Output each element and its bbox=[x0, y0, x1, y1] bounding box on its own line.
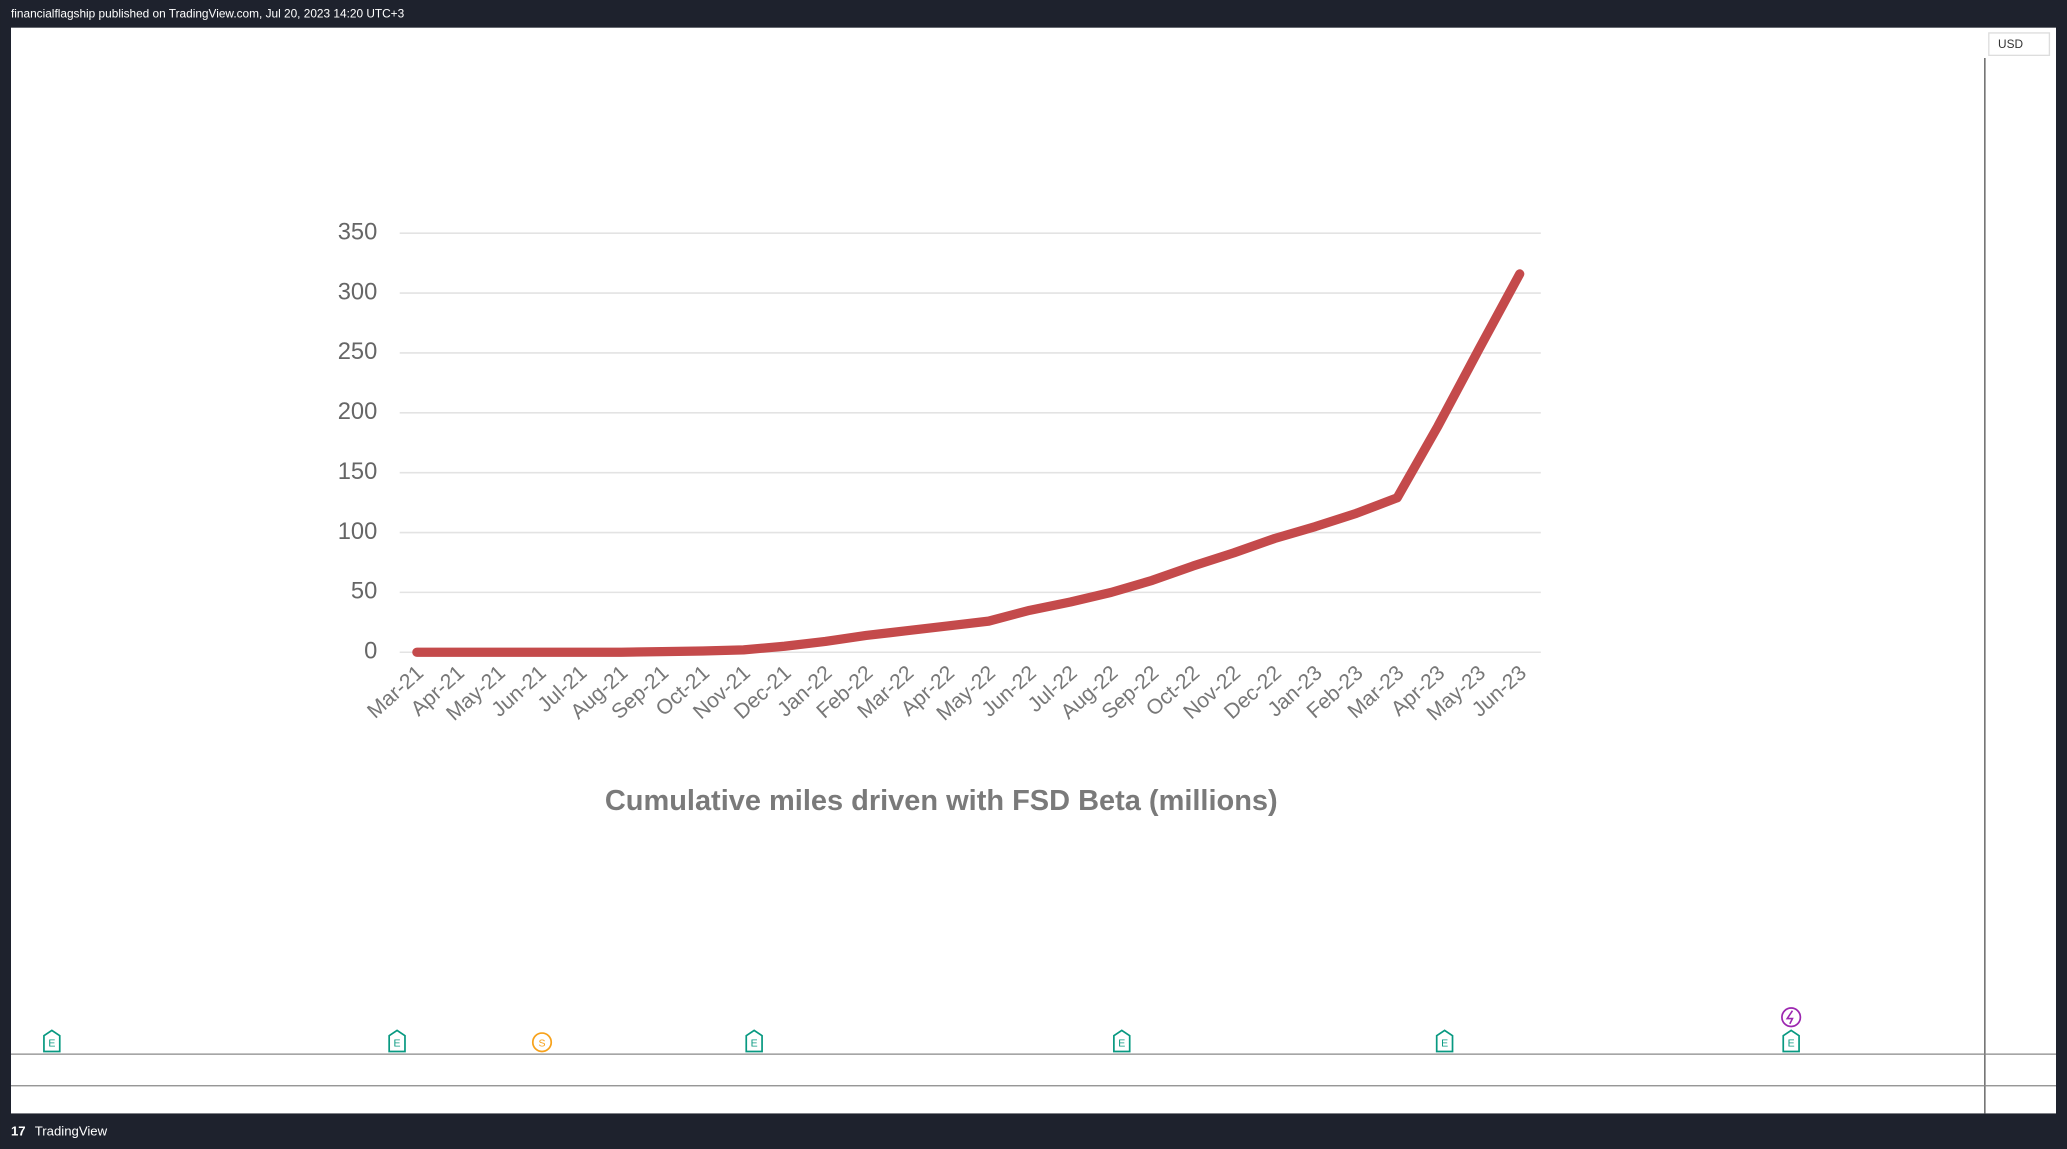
event-marker-label: E bbox=[48, 1037, 55, 1049]
y-tick-label: 350 bbox=[338, 219, 378, 245]
y-tick-label: 0 bbox=[364, 639, 377, 665]
event-marker[interactable] bbox=[1782, 1029, 1800, 1053]
event-marker-label: E bbox=[751, 1037, 758, 1049]
event-marker[interactable] bbox=[43, 1029, 61, 1053]
chart-area bbox=[10, 27, 2057, 1114]
brand-logo: 17 bbox=[11, 1123, 26, 1138]
event-marker[interactable] bbox=[745, 1029, 763, 1053]
event-marker[interactable] bbox=[1435, 1029, 1454, 1053]
chart-title: Cumulative miles driven with FSD Beta (m… bbox=[605, 785, 1278, 817]
y-tick-label: 300 bbox=[338, 279, 378, 305]
event-marker-label: E bbox=[1118, 1037, 1125, 1049]
y-tick-label: 150 bbox=[338, 459, 378, 485]
y-tick-label: 50 bbox=[351, 579, 377, 605]
event-marker-label: S bbox=[538, 1037, 545, 1049]
event-marker[interactable] bbox=[388, 1029, 406, 1053]
brand: TradingView bbox=[35, 1123, 108, 1138]
y-tick-label: 250 bbox=[338, 339, 378, 365]
currency-box[interactable] bbox=[1988, 32, 2051, 57]
event-marker-label: E bbox=[1788, 1037, 1795, 1049]
split-icon[interactable] bbox=[1781, 1007, 1802, 1028]
y-tick-label: 200 bbox=[338, 399, 378, 425]
split-icon-bolt bbox=[1785, 1010, 1794, 1025]
event-marker[interactable] bbox=[1113, 1029, 1131, 1053]
event-marker[interactable] bbox=[531, 1032, 553, 1053]
event-marker-label: E bbox=[394, 1037, 401, 1049]
data-line bbox=[412, 269, 1525, 657]
currency: USD bbox=[1998, 37, 2023, 51]
publish-info: financialflagship published on TradingVi… bbox=[11, 7, 405, 21]
y-tick-label: 100 bbox=[338, 519, 378, 545]
event-marker-label: E bbox=[1441, 1037, 1448, 1049]
